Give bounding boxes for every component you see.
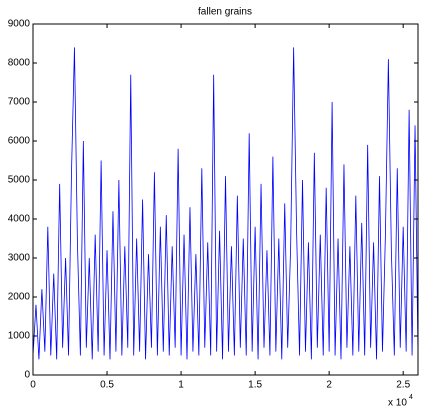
y-tick-label: 8000	[8, 58, 31, 69]
y-tick-label: 6000	[8, 136, 31, 147]
y-tick-label: 7000	[8, 97, 31, 108]
y-tick-label: 9000	[8, 19, 31, 30]
x-tick-label: 2	[326, 380, 332, 391]
plot-frame	[32, 23, 419, 376]
x-tick-label: 1	[178, 380, 184, 391]
y-tick-label: 2000	[8, 292, 31, 303]
y-tick-label: 1000	[8, 331, 31, 342]
x-tick-label: 0	[30, 380, 36, 391]
y-tick-label: 4000	[8, 214, 31, 225]
x-tick-label: 1.5	[248, 380, 262, 391]
y-tick-label: 0	[24, 370, 30, 381]
x-multiplier: x 10	[388, 398, 407, 409]
chart-title: fallen grains	[198, 7, 252, 18]
x-multiplier-exponent: 4	[409, 394, 413, 401]
data-line	[32, 47, 419, 360]
y-tick-label: 3000	[8, 253, 31, 264]
x-tick-label: 2.5	[396, 380, 410, 391]
y-tick-label: 5000	[8, 175, 31, 186]
x-tick-label: 0.5	[100, 380, 114, 391]
